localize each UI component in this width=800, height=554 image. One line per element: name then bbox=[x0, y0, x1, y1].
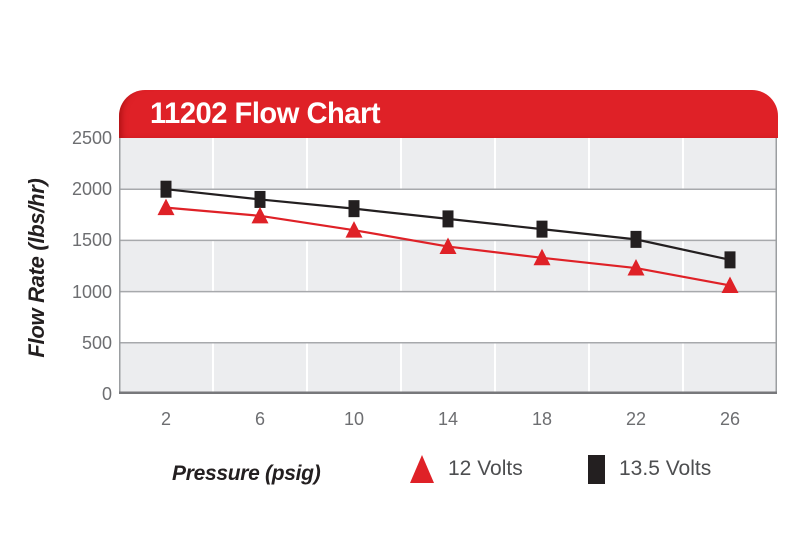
y-axis-title: Flow Rate (lbs/hr) bbox=[24, 178, 49, 358]
triangle-data-marker bbox=[627, 259, 645, 276]
y-tick-label: 1000 bbox=[71, 281, 112, 302]
x-axis-title: Pressure (psig) bbox=[172, 462, 321, 485]
x-tick-label: 6 bbox=[254, 409, 265, 429]
chart-title: 11202 Flow Chart bbox=[150, 97, 381, 130]
y-tick-label: 2500 bbox=[71, 128, 112, 148]
triangle-data-marker bbox=[251, 206, 269, 224]
triangle-data-marker bbox=[439, 237, 457, 255]
y-tick-label: 500 bbox=[81, 332, 112, 353]
triangle-data-marker bbox=[533, 248, 551, 266]
square-data-marker bbox=[724, 251, 736, 269]
chart-title-banner: 11202 Flow Chart bbox=[119, 90, 778, 138]
triangle-data-marker bbox=[157, 198, 175, 216]
plot-band bbox=[119, 342, 777, 394]
x-tick-label: 18 bbox=[531, 409, 553, 429]
square-marker-icon bbox=[588, 454, 605, 484]
legend-label-13-5-volts: 13.5 Volts bbox=[619, 457, 712, 480]
x-tick-label: 26 bbox=[719, 409, 741, 429]
y-tick-label: 1500 bbox=[71, 230, 112, 251]
legend-item-13-5-volts: 13.5 Volts bbox=[588, 452, 711, 486]
y-tick-label: 0 bbox=[101, 384, 112, 404]
square-data-marker bbox=[160, 180, 172, 198]
plot-area bbox=[119, 138, 777, 394]
x-tick-label: 14 bbox=[437, 409, 459, 429]
plot-band bbox=[119, 291, 777, 343]
square-data-marker bbox=[442, 210, 454, 228]
x-tick-label: 10 bbox=[343, 409, 365, 429]
x-tick-label: 2 bbox=[160, 409, 171, 429]
square-data-marker bbox=[254, 190, 266, 208]
square-data-marker bbox=[630, 230, 642, 248]
square-data-marker bbox=[536, 220, 548, 238]
y-tick-label: 2000 bbox=[71, 179, 112, 200]
x-tick-label: 22 bbox=[625, 409, 647, 429]
legend-item-12-volts: 12 Volts bbox=[410, 452, 523, 486]
triangle-data-marker bbox=[345, 221, 363, 238]
plot-band bbox=[119, 138, 777, 190]
triangle-data-marker bbox=[721, 276, 739, 293]
legend-label-12-volts: 12 Volts bbox=[448, 457, 523, 480]
triangle-marker-icon bbox=[410, 455, 434, 483]
square-data-marker bbox=[348, 200, 360, 218]
